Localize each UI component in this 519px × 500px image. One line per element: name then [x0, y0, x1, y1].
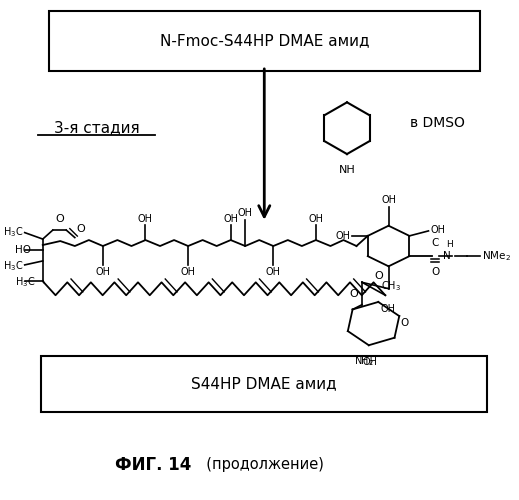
- Text: OH: OH: [430, 225, 445, 235]
- Text: NMe$_2$: NMe$_2$: [482, 250, 511, 263]
- Text: в DMSO: в DMSO: [409, 116, 465, 130]
- Text: O: O: [375, 272, 384, 281]
- Text: OH: OH: [308, 214, 323, 224]
- Text: HO: HO: [15, 245, 31, 255]
- Text: H$_3$C: H$_3$C: [3, 226, 24, 239]
- Text: OH: OH: [381, 195, 396, 205]
- Text: CH$_3$: CH$_3$: [381, 279, 401, 293]
- Text: N-Fmoc-S44HP DMAE амид: N-Fmoc-S44HP DMAE амид: [159, 33, 369, 48]
- Text: OH: OH: [381, 304, 396, 314]
- Text: O: O: [401, 318, 409, 328]
- Text: OH: OH: [335, 231, 350, 241]
- Text: H$_3$C: H$_3$C: [15, 276, 35, 289]
- Text: NH$_2$: NH$_2$: [354, 354, 374, 368]
- Text: S44HP DMAE амид: S44HP DMAE амид: [192, 376, 337, 392]
- Text: OH: OH: [238, 208, 253, 218]
- Text: H: H: [446, 240, 453, 249]
- Text: O: O: [349, 289, 358, 299]
- Text: NH: NH: [338, 165, 356, 175]
- Text: C: C: [432, 238, 439, 248]
- Text: O: O: [55, 214, 64, 224]
- Text: OH: OH: [266, 267, 281, 277]
- Text: OH: OH: [181, 267, 196, 277]
- Text: N: N: [443, 251, 451, 261]
- Text: 3-я стадия: 3-я стадия: [53, 120, 139, 136]
- FancyBboxPatch shape: [49, 12, 480, 71]
- Text: H$_3$C: H$_3$C: [3, 259, 24, 273]
- Text: OH: OH: [138, 214, 153, 224]
- Text: (продолжение): (продолжение): [197, 458, 323, 472]
- Text: ФИГ. 14: ФИГ. 14: [115, 456, 192, 474]
- Text: O: O: [431, 267, 440, 277]
- Text: O: O: [76, 224, 85, 234]
- FancyBboxPatch shape: [41, 356, 487, 412]
- Text: OH: OH: [362, 356, 377, 366]
- Text: OH: OH: [223, 214, 238, 224]
- Text: OH: OH: [95, 267, 111, 277]
